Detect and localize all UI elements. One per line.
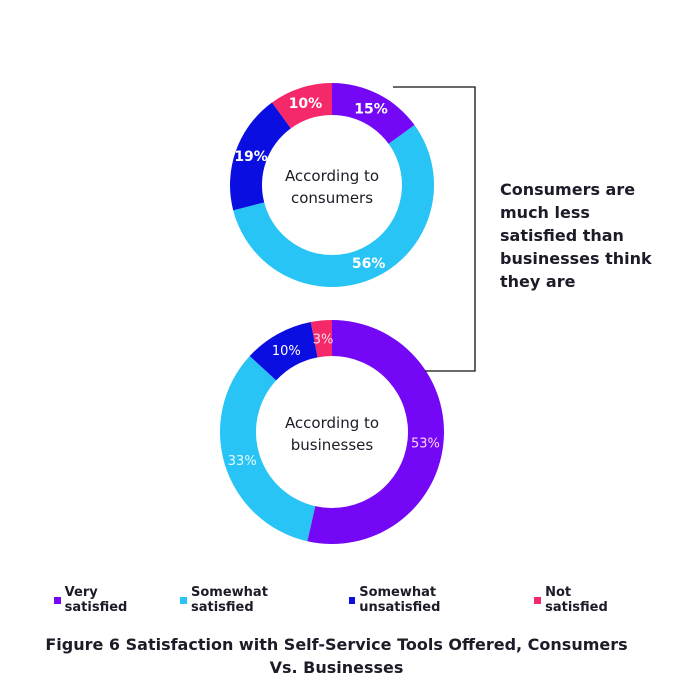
bracket-connector bbox=[393, 86, 476, 372]
segment-label: 10% bbox=[272, 344, 301, 359]
legend-swatch bbox=[534, 596, 542, 604]
segment-label: 15% bbox=[354, 101, 388, 117]
legend-label: Somewhat unsatisfied bbox=[359, 585, 441, 615]
donut-segment-very-satisfied bbox=[332, 83, 415, 144]
donut-segment-somewhat-satisfied bbox=[233, 125, 434, 288]
segment-label: 19% bbox=[234, 149, 268, 165]
donut-segment-very-satisfied bbox=[307, 320, 445, 544]
legend-swatch bbox=[348, 596, 356, 604]
legend-swatch bbox=[54, 596, 61, 604]
donut-center-label: According to bbox=[285, 414, 379, 432]
legend-item-very-satisfied: Very satisfied bbox=[54, 585, 160, 615]
segment-label: 3% bbox=[313, 332, 334, 347]
donut-center-label: According to bbox=[285, 167, 379, 185]
segment-label: 56% bbox=[352, 256, 386, 272]
legend-swatch bbox=[180, 596, 187, 604]
donut-chart-businesses: 53% 33% 10% 3% According to businesses bbox=[220, 320, 445, 544]
segment-label: 10% bbox=[289, 96, 323, 112]
donut-segment-not-satisfied bbox=[272, 83, 332, 129]
legend-item-somewhat-satisfied: Somewhat satisfied bbox=[180, 585, 328, 615]
legend-label: Very satisfied bbox=[64, 585, 128, 615]
donut-center-label: businesses bbox=[291, 436, 374, 454]
donut-segment-somewhat-unsatisfied bbox=[249, 322, 318, 381]
donut-chart-consumers: 15% 56% 19% 10% According to consumers bbox=[230, 83, 434, 288]
segment-label: 33% bbox=[228, 454, 257, 469]
segment-label: 53% bbox=[411, 436, 440, 451]
figure-caption: Figure 6 Satisfaction with Self-Service … bbox=[20, 633, 653, 679]
donut-center-label: consumers bbox=[291, 189, 373, 207]
callout-text: Consumers are much less satisfied than b… bbox=[500, 180, 652, 291]
legend-item-not-satisfied: Not satisfied bbox=[534, 585, 634, 615]
legend: Very satisfied Somewhat satisfied Somewh… bbox=[54, 585, 654, 615]
donut-segment-not-satisfied bbox=[310, 320, 332, 358]
caption-line-1: Figure 6 Satisfaction with Self-Service … bbox=[45, 635, 628, 654]
caption-line-2: Vs. Businesses bbox=[269, 658, 404, 677]
donut-segment-somewhat-satisfied bbox=[220, 356, 316, 542]
legend-label: Not satisfied bbox=[545, 585, 608, 615]
legend-label: Somewhat satisfied bbox=[191, 585, 268, 615]
legend-item-somewhat-unsatisfied: Somewhat unsatisfied bbox=[348, 585, 515, 615]
donut-segment-somewhat-unsatisfied bbox=[230, 102, 291, 211]
